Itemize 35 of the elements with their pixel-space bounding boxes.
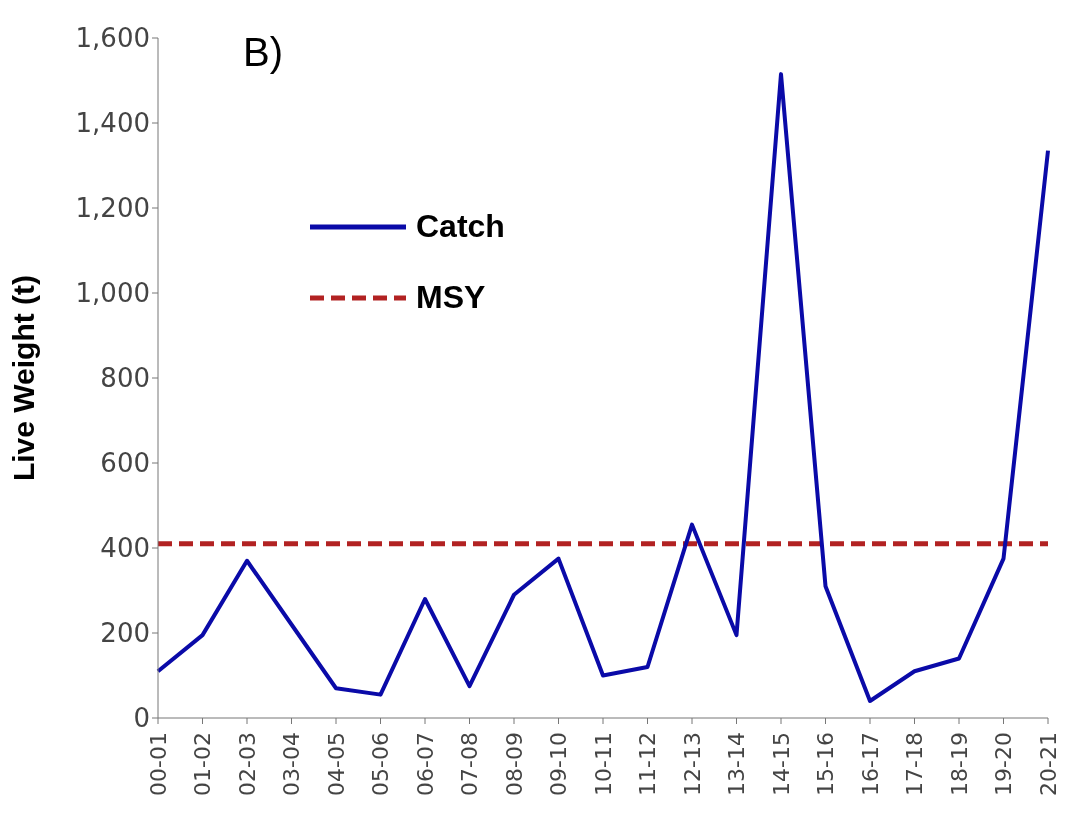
y-tick-label: 600 [100,448,150,479]
x-tick-label: 09-10 [546,732,571,796]
legend-label: Catch [416,208,505,245]
x-tick-label: 15-16 [813,732,838,796]
x-tick-label: 16-17 [857,732,883,796]
x-tick-label: 10-11 [590,732,616,796]
x-tick-label: 19-20 [991,732,1016,796]
chart-title: B) [243,30,283,75]
x-tick-label: 14-15 [768,732,794,796]
y-tick-label: 1,400 [75,108,150,139]
line-series [156,72,1050,703]
y-tick-label: 200 [100,618,150,649]
x-tick-label: 03-04 [279,732,304,796]
y-tick-label: 400 [100,533,150,564]
x-tick-label: 13-14 [724,732,749,796]
x-tick-label: 12-13 [679,732,705,796]
x-tick-label: 17-18 [902,732,927,796]
y-tick-label: 1,600 [75,23,150,54]
x-tick-label: 18-19 [946,732,972,796]
y-tick-label: 800 [100,363,150,394]
x-tick-label: 04-05 [323,732,349,796]
x-tick-label: 11-12 [635,732,660,796]
x-tick-label: 00-01 [145,732,171,796]
y-tick-label: 1,000 [75,278,150,309]
x-tick-label: 06-07 [412,732,438,796]
y-tick-label: 1,200 [75,193,150,224]
x-tick-label: 20-21 [1035,732,1061,796]
x-tick-label: 07-08 [457,732,482,796]
x-tick-label: 08-09 [501,732,527,796]
legend-label: MSY [416,279,486,316]
y-tick-label: 0 [133,703,150,734]
y-axis-title: Live Weight (t) [6,274,40,482]
x-tick-label: 01-02 [190,732,215,796]
x-tick-label: 02-03 [234,732,260,796]
x-tick-label: 05-06 [368,732,393,796]
